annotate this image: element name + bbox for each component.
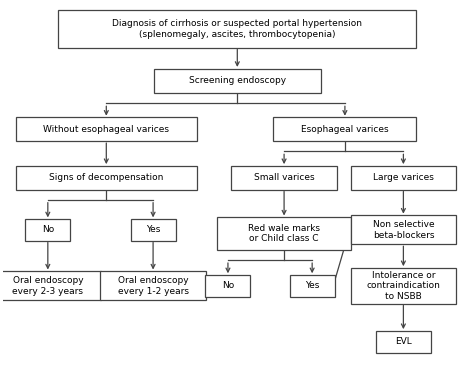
Text: Red wale marks
or Child class C: Red wale marks or Child class C xyxy=(248,224,320,243)
FancyBboxPatch shape xyxy=(100,271,206,301)
Text: Small varices: Small varices xyxy=(254,174,314,182)
Text: Intolerance or
contraindication
to NSBB: Intolerance or contraindication to NSBB xyxy=(366,271,440,301)
Text: Diagnosis of cirrhosis or suspected portal hypertension
(splenomegaly, ascites, : Diagnosis of cirrhosis or suspected port… xyxy=(112,19,362,39)
FancyBboxPatch shape xyxy=(350,268,456,304)
Text: Large varices: Large varices xyxy=(373,174,434,182)
Text: Signs of decompensation: Signs of decompensation xyxy=(49,174,164,182)
FancyBboxPatch shape xyxy=(131,219,175,241)
FancyBboxPatch shape xyxy=(350,166,456,190)
Text: Oral endoscopy
every 1-2 years: Oral endoscopy every 1-2 years xyxy=(118,276,189,296)
Text: Non selective
beta-blockers: Non selective beta-blockers xyxy=(373,220,434,240)
Text: Oral endoscopy
every 2-3 years: Oral endoscopy every 2-3 years xyxy=(12,276,83,296)
FancyBboxPatch shape xyxy=(16,166,197,190)
Text: EVL: EVL xyxy=(395,337,412,346)
FancyBboxPatch shape xyxy=(217,217,351,250)
FancyBboxPatch shape xyxy=(376,331,430,353)
Text: Without esophageal varices: Without esophageal varices xyxy=(43,125,169,134)
Text: Screening endoscopy: Screening endoscopy xyxy=(189,76,286,85)
Text: No: No xyxy=(42,225,54,234)
FancyBboxPatch shape xyxy=(206,275,250,297)
FancyBboxPatch shape xyxy=(154,69,320,93)
FancyBboxPatch shape xyxy=(16,118,197,141)
FancyBboxPatch shape xyxy=(58,10,417,48)
FancyBboxPatch shape xyxy=(0,271,100,301)
FancyBboxPatch shape xyxy=(350,215,456,245)
FancyBboxPatch shape xyxy=(26,219,70,241)
Text: Yes: Yes xyxy=(305,281,319,290)
FancyBboxPatch shape xyxy=(290,275,335,297)
Text: Esophageal varices: Esophageal varices xyxy=(301,125,389,134)
FancyBboxPatch shape xyxy=(231,166,337,190)
FancyBboxPatch shape xyxy=(273,118,417,141)
Text: No: No xyxy=(222,281,234,290)
Text: Yes: Yes xyxy=(146,225,160,234)
